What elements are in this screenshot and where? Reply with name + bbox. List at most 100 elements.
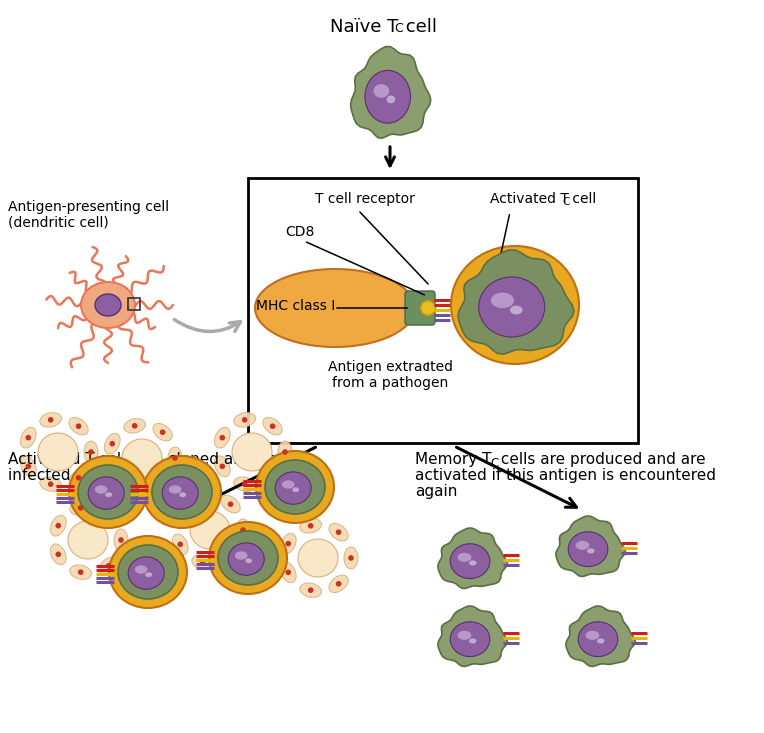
Text: C: C (490, 457, 498, 470)
Text: Antigen extracted
from a pathogen: Antigen extracted from a pathogen (328, 360, 452, 390)
Ellipse shape (105, 433, 120, 454)
Circle shape (308, 587, 313, 593)
FancyBboxPatch shape (405, 291, 435, 325)
Ellipse shape (221, 496, 240, 513)
Ellipse shape (53, 463, 63, 471)
Text: MHC class I: MHC class I (256, 299, 335, 313)
Circle shape (109, 441, 115, 446)
Ellipse shape (128, 557, 164, 589)
Ellipse shape (69, 417, 88, 435)
Ellipse shape (575, 541, 589, 550)
Ellipse shape (123, 460, 132, 466)
Ellipse shape (238, 436, 248, 443)
Text: infected cells in the body: infected cells in the body (8, 468, 202, 483)
Ellipse shape (263, 417, 282, 435)
Polygon shape (438, 528, 507, 589)
Circle shape (200, 495, 206, 501)
Bar (128, 298, 140, 310)
Text: T cell receptor: T cell receptor (315, 192, 415, 206)
Ellipse shape (510, 306, 523, 314)
Ellipse shape (314, 570, 322, 576)
Circle shape (78, 505, 83, 511)
Ellipse shape (68, 521, 108, 559)
Polygon shape (351, 47, 431, 139)
Circle shape (160, 481, 165, 487)
Ellipse shape (458, 631, 471, 640)
Ellipse shape (70, 542, 78, 548)
Ellipse shape (78, 465, 138, 519)
Circle shape (270, 475, 275, 481)
Circle shape (25, 463, 31, 469)
Ellipse shape (62, 436, 71, 443)
Text: (dendritic cell): (dendritic cell) (8, 216, 108, 230)
Ellipse shape (70, 565, 92, 579)
Ellipse shape (135, 565, 147, 574)
Ellipse shape (40, 477, 61, 491)
Circle shape (105, 512, 112, 517)
Circle shape (286, 541, 291, 547)
Ellipse shape (282, 480, 294, 489)
Ellipse shape (305, 542, 313, 550)
Circle shape (160, 430, 165, 435)
Ellipse shape (92, 524, 101, 531)
Ellipse shape (215, 427, 230, 448)
Ellipse shape (235, 551, 248, 560)
Ellipse shape (146, 442, 155, 449)
Polygon shape (458, 250, 574, 354)
Ellipse shape (124, 419, 145, 433)
Ellipse shape (39, 453, 48, 460)
Polygon shape (566, 606, 636, 666)
Text: cells are cloned and destroy: cells are cloned and destroy (94, 452, 315, 467)
Ellipse shape (21, 427, 36, 448)
Ellipse shape (153, 424, 172, 441)
Ellipse shape (278, 441, 292, 463)
Ellipse shape (597, 638, 604, 644)
Text: again: again (415, 484, 458, 499)
Ellipse shape (173, 534, 188, 555)
Ellipse shape (50, 515, 66, 536)
Ellipse shape (479, 277, 545, 337)
Ellipse shape (84, 551, 92, 559)
Text: C: C (394, 22, 403, 35)
Ellipse shape (152, 465, 212, 519)
Ellipse shape (585, 631, 600, 640)
Circle shape (48, 417, 53, 423)
Ellipse shape (469, 560, 477, 566)
Ellipse shape (84, 441, 98, 463)
Ellipse shape (98, 541, 107, 548)
Ellipse shape (275, 472, 311, 504)
Ellipse shape (374, 84, 390, 97)
Ellipse shape (191, 531, 200, 538)
Ellipse shape (220, 531, 229, 538)
Ellipse shape (192, 555, 213, 570)
Circle shape (76, 475, 82, 481)
Circle shape (56, 551, 61, 557)
Ellipse shape (209, 522, 287, 594)
Circle shape (219, 463, 225, 469)
Polygon shape (438, 606, 507, 666)
Ellipse shape (280, 534, 296, 554)
Circle shape (132, 487, 138, 493)
Text: C: C (88, 457, 96, 470)
Circle shape (240, 527, 246, 533)
Circle shape (335, 581, 342, 586)
Ellipse shape (180, 493, 186, 497)
Circle shape (282, 449, 288, 454)
FancyArrowPatch shape (174, 320, 241, 331)
Circle shape (242, 417, 248, 423)
Ellipse shape (214, 515, 223, 521)
Ellipse shape (40, 413, 61, 427)
Ellipse shape (21, 456, 36, 476)
Text: activated if this antigen is encountered: activated if this antigen is encountered (415, 468, 716, 483)
Circle shape (228, 553, 233, 559)
Text: cell: cell (400, 18, 437, 36)
Circle shape (25, 435, 31, 441)
Ellipse shape (75, 525, 83, 531)
Circle shape (105, 563, 112, 569)
Ellipse shape (81, 282, 135, 328)
Ellipse shape (192, 490, 213, 505)
Ellipse shape (99, 506, 118, 523)
Ellipse shape (206, 542, 215, 548)
Ellipse shape (265, 460, 325, 514)
Text: Activated T: Activated T (490, 192, 569, 206)
